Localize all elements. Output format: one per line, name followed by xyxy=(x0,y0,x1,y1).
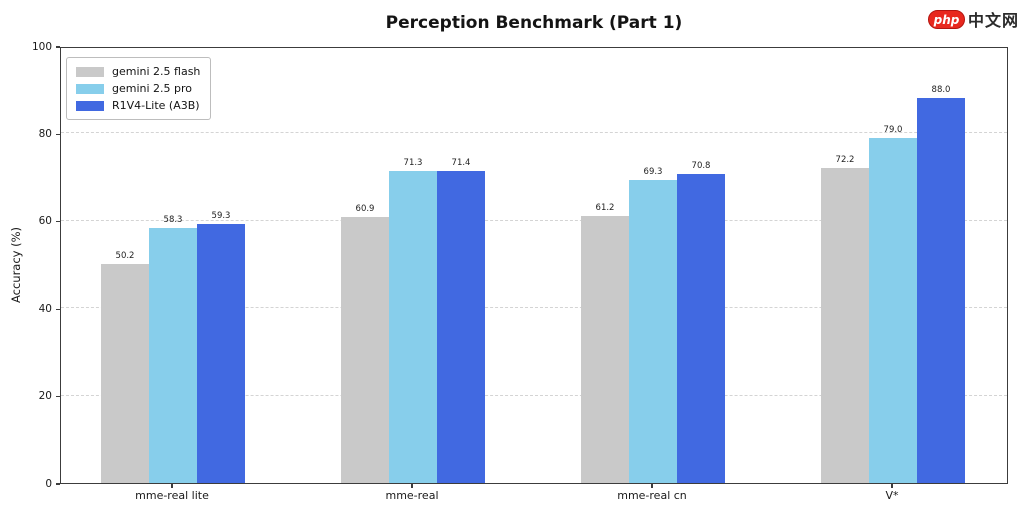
bar-value-label: 60.9 xyxy=(355,203,375,214)
bar-V--series-1 xyxy=(869,137,917,483)
x-tick-mark xyxy=(171,484,173,488)
legend-item-0: gemini 2.5 flash xyxy=(76,65,200,78)
y-tick-label-100: 100 xyxy=(31,40,52,53)
bar-mme-real-lite-series-2 xyxy=(197,223,245,483)
bar-value-label: 79.0 xyxy=(883,124,903,135)
watermark-site-text: 中文网 xyxy=(967,11,1019,30)
y-tick-mark xyxy=(56,483,60,485)
x-tick-mark xyxy=(651,484,653,488)
x-tick-label-1: mme-real xyxy=(385,489,439,502)
bar-value-label: 69.3 xyxy=(643,167,663,178)
bar-value-label: 71.3 xyxy=(403,158,423,169)
bar-mme-real-series-2 xyxy=(437,170,485,483)
bar-value-label: 70.8 xyxy=(691,160,711,171)
bar-mme-real-lite-series-1 xyxy=(149,228,197,483)
bar-mme-real-cn-series-1 xyxy=(629,180,677,483)
x-tick-label-0: mme-real lite xyxy=(135,489,209,502)
chart-title: Perception Benchmark (Part 1) xyxy=(385,13,683,33)
legend-swatch-icon xyxy=(76,100,104,111)
bar-value-label: 50.2 xyxy=(115,250,135,261)
y-tick-label-80: 80 xyxy=(38,127,52,140)
bar-value-label: 72.2 xyxy=(835,154,855,165)
gridline-60 xyxy=(61,219,1007,221)
y-tick-label-60: 60 xyxy=(38,215,52,228)
bar-mme-real-cn-series-2 xyxy=(677,173,725,483)
plot-area: 50.2 58.3 59.3 60.9 71.3 71.4 61.2 69.3 70.8 72.2… xyxy=(60,47,1008,484)
legend-item-1: gemini 2.5 pro xyxy=(76,82,200,95)
legend-item-2: R1V4-Lite (A3B) xyxy=(76,99,200,112)
gridline-80 xyxy=(61,132,1007,134)
y-tick-mark xyxy=(56,308,60,310)
x-tick-mark xyxy=(411,484,413,488)
legend: gemini 2.5 flash gemini 2.5 pro R1V4-Lite … xyxy=(66,57,212,120)
gridline-20 xyxy=(61,394,1007,396)
legend-label: R1V4-Lite (A3B) xyxy=(112,99,200,112)
x-tick-label-3: V* xyxy=(885,489,899,502)
bar-mme-real-lite-series-0 xyxy=(101,263,149,483)
y-tick-label-0: 0 xyxy=(45,477,52,490)
bar-V--series-0 xyxy=(821,167,869,483)
php-cn-watermark: php 中文网 xyxy=(927,7,1019,31)
bar-value-label: 58.3 xyxy=(163,215,183,226)
y-tick-label-20: 20 xyxy=(38,390,52,403)
y-tick-mark xyxy=(56,221,60,223)
bar-value-label: 59.3 xyxy=(211,210,231,221)
php-logo-icon: php xyxy=(927,9,965,29)
legend-swatch-icon xyxy=(76,66,104,77)
legend-label: gemini 2.5 pro xyxy=(112,82,193,95)
legend-label: gemini 2.5 flash xyxy=(112,65,201,78)
bar-V--series-2 xyxy=(917,98,965,483)
gridline-40 xyxy=(61,307,1007,309)
y-tick-mark xyxy=(56,396,60,398)
bar-value-label: 61.2 xyxy=(595,202,615,213)
bar-value-label: 71.4 xyxy=(451,157,471,168)
x-tick-mark xyxy=(891,484,893,488)
y-tick-mark xyxy=(56,133,60,135)
bar-mme-real-cn-series-0 xyxy=(581,215,629,483)
y-tick-label-40: 40 xyxy=(38,302,52,315)
x-tick-label-2: mme-real cn xyxy=(617,489,687,502)
bar-mme-real-series-1 xyxy=(389,171,437,483)
bar-mme-real-series-0 xyxy=(341,216,389,483)
y-tick-mark xyxy=(56,46,60,48)
legend-swatch-icon xyxy=(76,83,104,94)
bar-value-label: 88.0 xyxy=(931,85,951,96)
